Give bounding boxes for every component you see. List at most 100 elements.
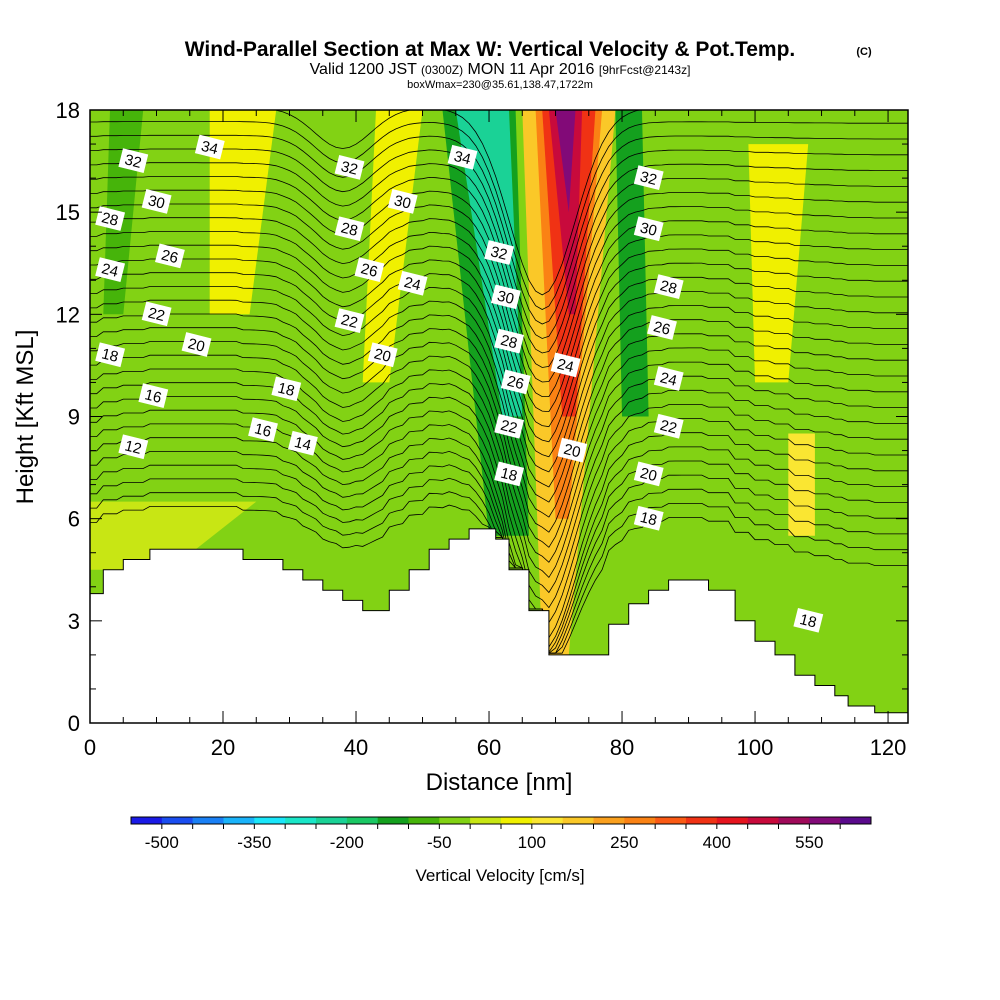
contour-label-box	[653, 413, 684, 439]
isentrope-line	[90, 203, 908, 397]
contour-label-text: 18	[100, 345, 120, 366]
contour-label: 28	[334, 216, 365, 242]
contour-label-text: 26	[505, 373, 525, 394]
chart-title: Wind-Parallel Section at Max W: Vertical…	[185, 38, 796, 61]
contour-label-text: 30	[638, 219, 658, 240]
contour-label-box	[95, 206, 126, 231]
contour-label: 30	[490, 284, 521, 310]
isentrope-line	[90, 437, 908, 649]
colorbar-swatch	[346, 817, 378, 824]
contour-label-box	[397, 270, 428, 296]
contour-label-box	[138, 383, 169, 408]
contour-label-box	[334, 216, 365, 242]
isentrope-line	[90, 189, 908, 383]
contour-label-text: 28	[339, 219, 359, 240]
contour-label: 12	[118, 434, 149, 460]
contour-label-box	[118, 148, 149, 173]
isentrope-line	[272, 110, 642, 296]
colorbar-title: Vertical Velocity [cm/s]	[415, 866, 584, 885]
colorbar-swatch	[408, 817, 440, 824]
contour-label: 20	[367, 342, 398, 368]
contour-label-box	[494, 328, 525, 354]
velocity-band	[748, 144, 809, 383]
contour-label: 18	[633, 505, 664, 531]
isentrope-line	[90, 299, 908, 503]
contour-label-text: 20	[186, 335, 206, 356]
isentrope-line	[90, 491, 908, 654]
isentrope-line	[90, 286, 908, 488]
contour-label: 28	[95, 206, 126, 231]
contour-label: 30	[387, 189, 418, 214]
contour-label: 26	[354, 257, 385, 282]
isentrope-line	[90, 409, 908, 624]
contour-label: 18	[793, 607, 824, 633]
colorbar-swatch	[716, 817, 748, 824]
isentrope-line	[90, 327, 908, 533]
isentrope-line	[90, 450, 908, 654]
contour-label-text: 34	[199, 138, 219, 159]
contour-label-text: 32	[489, 243, 509, 264]
isentrope-line	[90, 477, 908, 654]
valid-time-jst: Valid 1200 JST	[310, 61, 418, 78]
colorbar-tick-label: 250	[610, 833, 638, 852]
contour-label-text: 30	[392, 192, 412, 213]
contour-label-text: 32	[339, 158, 359, 179]
colorbar-swatch	[223, 817, 255, 824]
colorbar-swatch	[316, 817, 348, 824]
contour-label-box	[95, 342, 126, 368]
contour-label-box	[484, 240, 515, 265]
contour-label: 16	[138, 383, 169, 408]
colorbar-swatch	[254, 817, 286, 824]
colorbar-tick-label: -50	[427, 833, 452, 852]
contour-label: 32	[118, 148, 149, 173]
contour-label-box	[447, 144, 478, 170]
contour-label-box	[141, 301, 172, 327]
y-tick-label: 18	[56, 98, 80, 123]
contour-label-box	[500, 369, 531, 395]
x-tick-label: 100	[737, 735, 774, 760]
colorbar-swatch	[531, 817, 563, 824]
contour-label-text: 24	[100, 260, 120, 281]
colorbar-swatch	[501, 817, 533, 824]
contour-label-text: 34	[452, 148, 472, 169]
colorbar-swatch	[809, 817, 841, 824]
contour-label-text: 30	[146, 192, 166, 213]
colorbar-tick-label: 400	[703, 833, 731, 852]
velocity-band	[362, 110, 423, 383]
x-tick-label: 80	[610, 735, 634, 760]
contour-label: 24	[397, 270, 428, 296]
isentrope-line	[90, 162, 908, 354]
isentrope-line	[90, 244, 908, 443]
contour-label-text: 28	[499, 332, 519, 353]
contour-label-box	[141, 189, 172, 214]
y-tick-label: 15	[56, 200, 80, 225]
contour-label-text: 26	[652, 318, 672, 339]
contour-label: 30	[141, 189, 172, 214]
forecast-info: [9hrFcst@2143z]	[599, 63, 691, 77]
contour-label-text: 24	[555, 356, 575, 377]
colorbar-swatch	[439, 817, 471, 824]
valid-time-line: Valid 1200 JST (0300Z) MON 11 Apr 2016 […	[310, 61, 691, 78]
contour-label-text: 20	[638, 465, 658, 486]
colorbar-swatch	[624, 817, 656, 824]
isentrope-line	[90, 368, 908, 579]
colorbar-swatch	[686, 817, 718, 824]
potential-temperature-contours	[90, 110, 908, 654]
y-tick-label: 9	[68, 405, 80, 430]
contour-label: 26	[500, 369, 531, 395]
contour-label: 24	[653, 366, 684, 391]
contour-label: 22	[653, 413, 684, 439]
contour-label-box	[354, 257, 385, 282]
contour-label: 22	[334, 308, 365, 333]
colorbar: -500 -350 -200 -50 100 250 400 550	[130, 816, 872, 852]
contour-label-box	[181, 332, 212, 357]
contour-label-text: 16	[253, 420, 273, 441]
contour-label-text: 28	[658, 277, 678, 298]
contour-label: 14	[288, 430, 318, 456]
terrain-mask	[89, 528, 909, 724]
contour-label-text: 20	[562, 441, 582, 462]
terrain-shape	[89, 528, 909, 724]
isentrope-line	[90, 272, 908, 473]
contour-label-box	[633, 461, 664, 487]
contour-label-box	[494, 413, 525, 439]
